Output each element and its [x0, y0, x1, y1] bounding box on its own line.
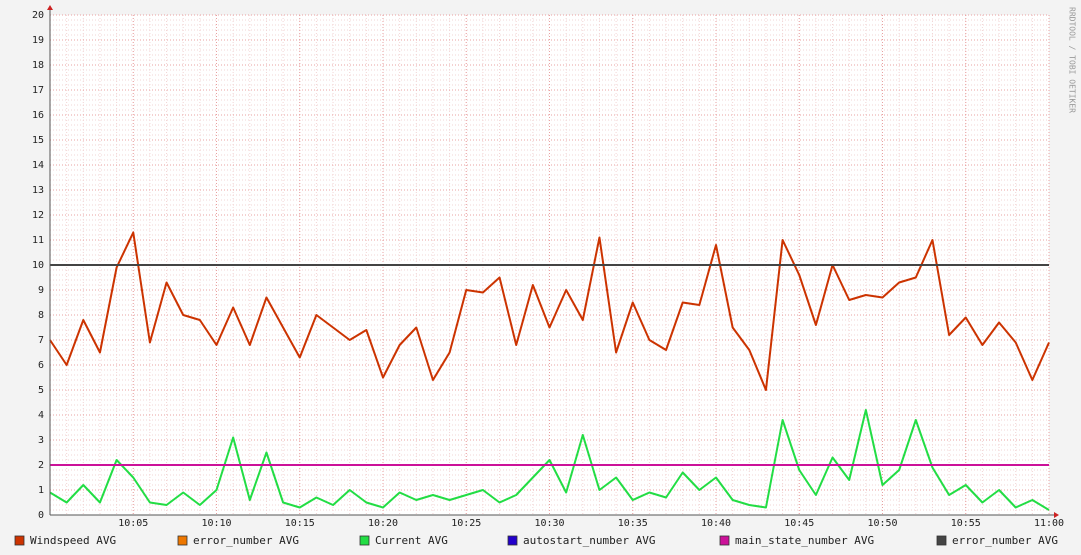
y-tick-label: 0: [38, 510, 44, 521]
y-tick-label: 18: [32, 60, 44, 71]
legend-swatch: [177, 535, 188, 546]
x-tick-label: 10:55: [951, 518, 981, 529]
legend-swatch: [359, 535, 370, 546]
legend-label: error_number AVG: [193, 534, 299, 547]
x-tick-label: 10:35: [618, 518, 648, 529]
y-tick-label: 6: [38, 360, 44, 371]
y-tick-label: 9: [38, 285, 44, 296]
x-tick-label: 10:20: [368, 518, 398, 529]
y-tick-label: 10: [32, 260, 44, 271]
legend-swatch: [507, 535, 518, 546]
y-tick-label: 11: [32, 235, 44, 246]
legend-label: autostart_number AVG: [523, 534, 655, 547]
y-tick-label: 7: [38, 335, 44, 346]
y-tick-label: 19: [32, 35, 44, 46]
y-tick-label: 1: [38, 485, 44, 496]
legend-label: Current AVG: [375, 534, 448, 547]
axis-arrow: [1054, 512, 1059, 518]
legend-label: error_number AVG: [952, 534, 1058, 547]
y-tick-label: 3: [38, 435, 44, 446]
legend-label: Windspeed AVG: [30, 534, 116, 547]
y-tick-label: 17: [32, 85, 44, 96]
y-tick-label: 8: [38, 310, 44, 321]
x-tick-label: 10:30: [534, 518, 564, 529]
series-line: [49, 409, 1050, 511]
axis-arrow: [47, 5, 53, 10]
y-tick-label: 20: [32, 10, 44, 21]
series-line: [49, 231, 1050, 391]
y-tick-label: 5: [38, 385, 44, 396]
y-tick-label: 15: [32, 135, 44, 146]
watermark: RRDTOOL / TOBI OETIKER: [1068, 7, 1077, 113]
x-tick-label: 10:05: [118, 518, 148, 529]
y-tick-label: 2: [38, 460, 44, 471]
x-tick-label: 10:45: [784, 518, 814, 529]
x-tick-label: 11:00: [1034, 518, 1064, 529]
y-tick-label: 14: [32, 160, 44, 171]
legend-swatch: [14, 535, 25, 546]
legend-swatch: [719, 535, 730, 546]
y-tick-label: 4: [38, 410, 44, 421]
x-tick-label: 10:40: [701, 518, 731, 529]
x-tick-label: 10:15: [285, 518, 315, 529]
legend-label: main_state_number AVG: [735, 534, 874, 547]
y-tick-label: 16: [32, 110, 44, 121]
legend-swatch: [936, 535, 947, 546]
y-tick-label: 13: [32, 185, 44, 196]
x-tick-label: 10:25: [451, 518, 481, 529]
x-tick-label: 10:10: [201, 518, 231, 529]
y-tick-label: 12: [32, 210, 44, 221]
x-tick-label: 10:50: [867, 518, 897, 529]
